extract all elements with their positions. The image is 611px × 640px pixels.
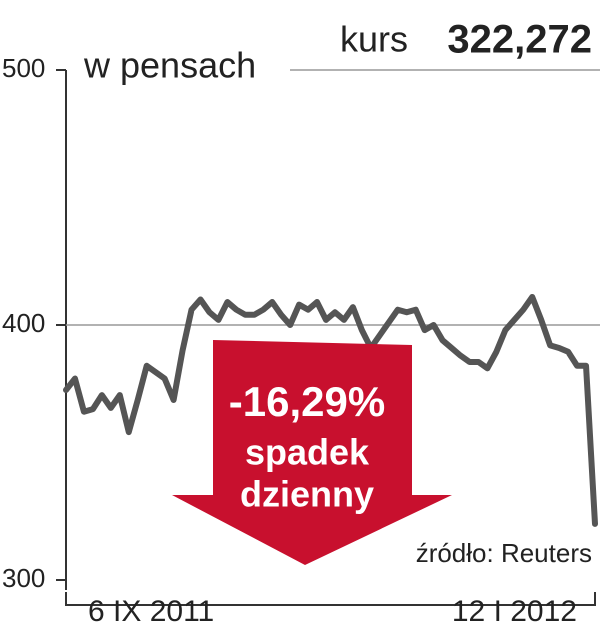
current-value: 322,272	[447, 18, 592, 62]
current-label: kurs	[340, 19, 408, 60]
arrow-text: spadek	[245, 432, 370, 473]
arrow	[172, 340, 452, 565]
y-tick-label: 300	[2, 563, 45, 593]
x-tick-label: 6 IX 2011	[88, 595, 214, 628]
line	[63, 293, 598, 527]
x-tick-label: 12 I 2012	[452, 595, 577, 628]
y-tick-label: 400	[2, 308, 45, 338]
arrow-text: dzienny	[240, 474, 374, 515]
source: źródło: Reuters	[416, 538, 592, 568]
y-axis-label: w pensach	[83, 45, 256, 86]
x-axis	[65, 592, 596, 606]
arrow-text: -16,29%	[229, 378, 385, 425]
y-tick-label: 500	[2, 53, 45, 83]
